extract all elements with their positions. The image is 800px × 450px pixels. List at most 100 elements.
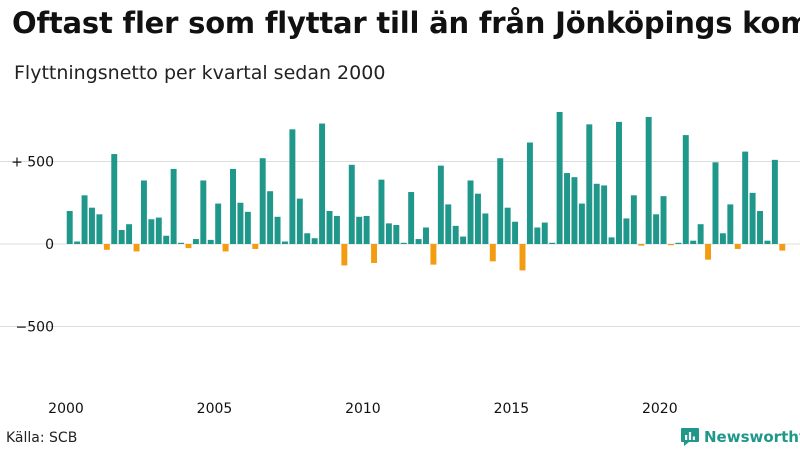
bar-2010Q3[interactable] xyxy=(378,179,385,244)
bar-2005Q2[interactable] xyxy=(222,244,229,252)
bar-2001Q4[interactable] xyxy=(118,229,125,244)
bar-2015Q1[interactable] xyxy=(512,221,519,244)
bar-2013Q2[interactable] xyxy=(460,236,467,244)
bar-2008Q2[interactable] xyxy=(311,238,318,244)
bar-2004Q3[interactable] xyxy=(200,180,207,244)
bar-2017Q1[interactable] xyxy=(571,177,578,245)
bar-2021Q4[interactable] xyxy=(712,162,719,244)
bar-2014Q2[interactable] xyxy=(489,244,496,262)
brand-name: Newsworthy xyxy=(704,428,800,446)
bar-2016Q3[interactable] xyxy=(556,112,563,244)
bar-2005Q3[interactable] xyxy=(230,168,236,245)
bar-2020Q1[interactable] xyxy=(660,196,667,244)
bar-2013Q3[interactable] xyxy=(467,180,474,244)
bar-2002Q4[interactable] xyxy=(148,219,155,244)
bar-2009Q4[interactable] xyxy=(356,216,363,245)
bar-2017Q4[interactable] xyxy=(593,183,600,245)
bar-2019Q3[interactable] xyxy=(645,116,652,244)
bar-2021Q1[interactable] xyxy=(690,240,697,244)
bar-2010Q4[interactable] xyxy=(385,223,392,245)
bar-2012Q4[interactable] xyxy=(445,204,452,244)
bar-2006Q1[interactable] xyxy=(244,211,251,244)
bar-2015Q4[interactable] xyxy=(534,227,541,245)
bar-2021Q3[interactable] xyxy=(705,244,712,260)
bar-2015Q3[interactable] xyxy=(526,142,533,244)
bar-2012Q2[interactable] xyxy=(430,244,437,265)
bar-2022Q4[interactable] xyxy=(742,151,749,244)
bar-2011Q1[interactable] xyxy=(393,225,400,245)
bar-2022Q2[interactable] xyxy=(727,204,734,244)
bar-2008Q3[interactable] xyxy=(319,123,326,244)
bar-2003Q3[interactable] xyxy=(170,168,177,245)
bar-2004Q1[interactable] xyxy=(185,244,192,249)
bar-2013Q1[interactable] xyxy=(452,225,459,244)
bar-2016Q4[interactable] xyxy=(564,173,570,244)
bar-2008Q1[interactable] xyxy=(304,233,311,244)
bar-2023Q3[interactable] xyxy=(764,240,771,244)
bar-2021Q2[interactable] xyxy=(697,224,704,244)
newsworthy-logo[interactable]: Newsworthy xyxy=(680,427,800,447)
bar-2020Q2[interactable] xyxy=(667,244,674,246)
bar-2009Q3[interactable] xyxy=(348,164,355,244)
bar-2007Q2[interactable] xyxy=(282,241,288,245)
bar-2003Q2[interactable] xyxy=(163,235,170,244)
bar-2002Q2[interactable] xyxy=(133,244,140,252)
bar-2022Q1[interactable] xyxy=(719,233,726,244)
bar-2020Q4[interactable] xyxy=(682,135,689,244)
bar-2006Q3[interactable] xyxy=(259,158,266,244)
source-note: Källa: SCB xyxy=(6,430,78,446)
bar-2002Q1[interactable] xyxy=(126,224,133,244)
bar-2008Q4[interactable] xyxy=(326,211,333,244)
bar-2017Q2[interactable] xyxy=(578,203,585,244)
bar-2014Q3[interactable] xyxy=(497,158,504,244)
bar-2019Q4[interactable] xyxy=(653,214,660,244)
bar-2011Q4[interactable] xyxy=(415,239,422,244)
bar-2018Q4[interactable] xyxy=(623,218,630,245)
bar-2006Q4[interactable] xyxy=(267,191,274,244)
bar-2000Q3[interactable] xyxy=(81,195,88,244)
bar-2023Q1[interactable] xyxy=(749,192,756,244)
bar-2023Q4[interactable] xyxy=(771,159,778,244)
bar-2015Q2[interactable] xyxy=(519,244,526,271)
bar-2022Q3[interactable] xyxy=(734,244,741,249)
bar-2002Q3[interactable] xyxy=(140,180,147,244)
bar-2009Q2[interactable] xyxy=(341,244,348,266)
bar-2009Q1[interactable] xyxy=(333,215,340,244)
bar-2018Q1[interactable] xyxy=(601,185,608,245)
bar-2016Q2[interactable] xyxy=(549,242,556,244)
bar-2020Q3[interactable] xyxy=(675,242,682,244)
bar-2000Q1[interactable] xyxy=(66,211,73,244)
bar-2024Q1[interactable] xyxy=(779,244,786,251)
bar-2000Q2[interactable] xyxy=(74,241,81,245)
bar-2005Q1[interactable] xyxy=(215,203,222,244)
bar-2016Q1[interactable] xyxy=(541,222,548,244)
bar-2003Q1[interactable] xyxy=(155,217,162,244)
bar-2019Q1[interactable] xyxy=(630,195,637,244)
bar-2014Q4[interactable] xyxy=(504,207,511,244)
bar-2011Q3[interactable] xyxy=(408,192,415,245)
bar-2018Q3[interactable] xyxy=(616,121,622,244)
bar-2006Q2[interactable] xyxy=(252,244,259,249)
bar-2004Q2[interactable] xyxy=(192,239,199,244)
bar-2014Q1[interactable] xyxy=(482,213,489,244)
bar-2003Q4[interactable] xyxy=(178,242,185,244)
bar-2012Q3[interactable] xyxy=(437,165,444,245)
bar-2005Q4[interactable] xyxy=(237,202,244,244)
bar-2018Q2[interactable] xyxy=(608,237,615,244)
bar-2007Q3[interactable] xyxy=(289,129,296,244)
bar-2001Q1[interactable] xyxy=(96,214,103,244)
bar-2001Q3[interactable] xyxy=(111,154,118,244)
bar-2023Q2[interactable] xyxy=(757,211,763,244)
bar-2011Q2[interactable] xyxy=(400,242,407,244)
bar-2019Q2[interactable] xyxy=(638,244,645,246)
bar-2007Q4[interactable] xyxy=(296,198,303,245)
bar-2001Q2[interactable] xyxy=(103,244,110,250)
bar-2007Q1[interactable] xyxy=(274,216,281,245)
bar-2004Q4[interactable] xyxy=(207,239,214,245)
bar-2017Q3[interactable] xyxy=(586,124,593,245)
bar-2013Q4[interactable] xyxy=(474,193,481,245)
bar-2010Q2[interactable] xyxy=(371,244,378,263)
bar-2000Q4[interactable] xyxy=(89,207,95,244)
bar-2010Q1[interactable] xyxy=(363,215,370,244)
bar-2012Q1[interactable] xyxy=(423,227,429,245)
